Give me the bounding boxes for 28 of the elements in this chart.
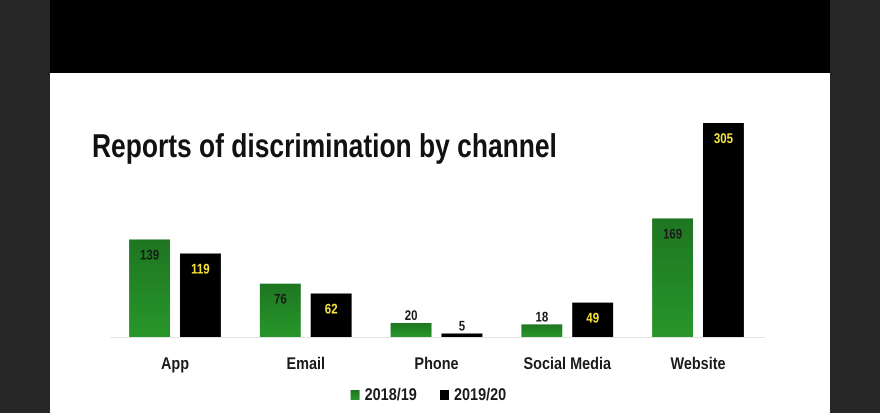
data-label: 49 <box>586 309 600 326</box>
bar <box>260 284 301 337</box>
bar <box>129 239 170 337</box>
bar <box>390 322 432 337</box>
data-label: 119 <box>191 260 210 277</box>
bar <box>652 218 694 337</box>
bar <box>310 294 352 337</box>
data-label: 62 <box>324 300 338 317</box>
data-label: 169 <box>662 225 682 242</box>
data-label: 139 <box>140 246 160 263</box>
bar <box>441 333 482 337</box>
x-tick-label: Website <box>670 354 726 374</box>
data-label: 18 <box>535 308 548 325</box>
data-label: 76 <box>274 290 287 307</box>
bar <box>572 302 614 337</box>
x-tick-label: Phone <box>414 354 459 374</box>
bar <box>180 254 221 337</box>
chart-title: Reports of discrimination by channel <box>92 128 557 165</box>
legend-label: 2018/19 <box>364 386 418 404</box>
x-tick-label: App <box>160 354 190 374</box>
bar <box>521 324 562 337</box>
bar <box>702 123 744 337</box>
data-label: 5 <box>458 317 466 334</box>
data-label: 305 <box>714 130 734 146</box>
legend-label: 2019/20 <box>454 386 506 404</box>
data-label: 20 <box>404 306 418 324</box>
x-tick-label: Social Media <box>524 354 612 374</box>
x-tick-label: Email <box>286 354 326 374</box>
